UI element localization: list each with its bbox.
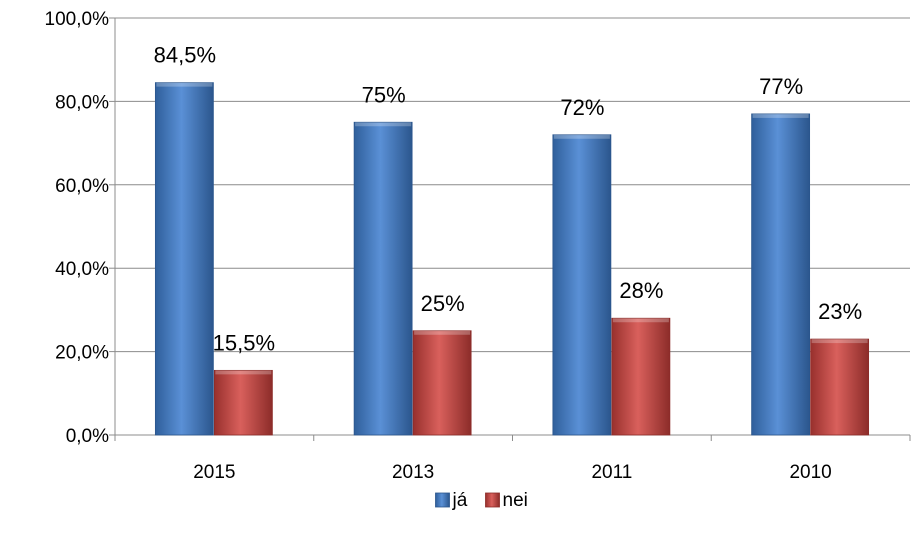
- bar-cap-já-2015: [156, 82, 213, 87]
- bars: [154, 82, 870, 436]
- legend-label-já: já: [452, 490, 468, 511]
- y-tick-label: 40,0%: [55, 259, 109, 280]
- data-label-já-2010: 77%: [759, 74, 803, 99]
- bar-cap-nei-2010: [811, 339, 868, 344]
- data-label-já-2011: 72%: [560, 95, 604, 120]
- x-tick-label: 2010: [789, 462, 831, 483]
- legend: já nei: [435, 490, 528, 511]
- bar-cap-nei-2015: [215, 370, 272, 375]
- bar-nei-2015: [213, 369, 273, 436]
- data-labels: 84,5% 15,5% 75% 25% 72% 28% 77% 23%: [154, 43, 862, 356]
- bar-cap-já-2011: [553, 134, 610, 139]
- data-label-nei-2013: 25%: [421, 291, 465, 316]
- y-tick-label: 0,0%: [66, 426, 109, 447]
- x-tick-label: 2011: [591, 462, 632, 483]
- legend-swatch-nei: [485, 492, 500, 508]
- bar-já-2010: [751, 113, 811, 436]
- x-tick-label: 2013: [392, 462, 434, 483]
- bar-nei-2011: [611, 317, 671, 436]
- bar-nei-2013: [412, 330, 472, 436]
- bar-cap-já-2010: [752, 113, 809, 118]
- bar-já-2015: [154, 82, 214, 436]
- y-tick-label: 60,0%: [55, 176, 109, 197]
- bar-cap-já-2013: [355, 122, 412, 127]
- data-label-nei-2015: 15,5%: [213, 330, 275, 355]
- bar-cap-nei-2011: [612, 318, 669, 323]
- bar-nei-2010: [810, 338, 870, 436]
- data-label-nei-2011: 28%: [619, 278, 663, 303]
- x-tick-label: 2015: [193, 462, 235, 483]
- legend-label-nei: nei: [503, 490, 528, 511]
- bar-já-2011: [552, 134, 612, 436]
- data-label-já-2013: 75%: [362, 82, 406, 107]
- bar-cap-nei-2013: [414, 330, 471, 335]
- y-tick-label: 20,0%: [55, 343, 109, 364]
- bar-já-2013: [353, 121, 413, 436]
- data-label-nei-2010: 23%: [818, 299, 862, 324]
- y-tick-label: 80,0%: [55, 92, 109, 113]
- y-tick-label: 100,0%: [45, 9, 110, 30]
- data-label-já-2015: 84,5%: [154, 43, 216, 68]
- legend-swatch-já: [435, 492, 450, 508]
